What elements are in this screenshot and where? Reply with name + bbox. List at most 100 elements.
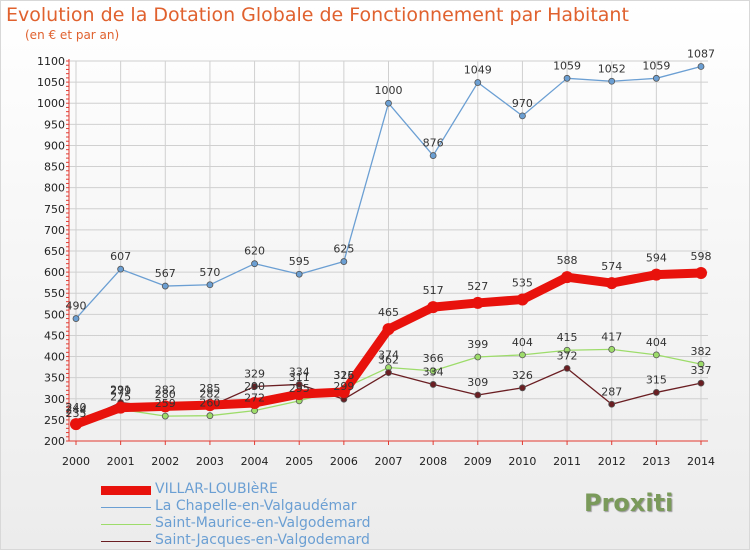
x-tick-label: 2011: [553, 455, 581, 468]
data-label: 374: [378, 349, 399, 362]
data-point: [114, 401, 127, 414]
y-tick-label: 450: [44, 329, 65, 342]
data-label: 574: [601, 260, 622, 273]
x-tick-label: 2003: [196, 455, 224, 468]
data-point: [652, 74, 660, 82]
data-label: 1059: [553, 59, 581, 72]
data-point: [608, 400, 616, 408]
legend-label: Saint-Jacques-en-Valgodemard: [155, 532, 370, 548]
data-point: [206, 412, 214, 420]
data-label: 295: [289, 382, 310, 395]
data-point: [161, 282, 169, 290]
data-point: [159, 400, 172, 413]
data-label: 1087: [687, 47, 715, 60]
data-label: 279: [110, 385, 131, 398]
chart-subtitle: (en € et par an): [25, 28, 120, 42]
data-point: [295, 381, 303, 388]
x-tick-label: 2005: [285, 455, 313, 468]
x-tick-label: 2014: [687, 455, 715, 468]
data-label: 337: [691, 364, 712, 377]
data-point: [608, 77, 616, 85]
proxiti-logo: Proxiti: [584, 489, 674, 517]
legend-swatch: [101, 524, 151, 525]
data-label: 567: [155, 267, 176, 280]
data-label: 625: [333, 243, 354, 256]
x-tick-label: 2000: [62, 455, 90, 468]
x-tick-label: 2013: [642, 455, 670, 468]
data-label: 415: [557, 331, 578, 344]
data-label: 329: [244, 368, 265, 381]
data-label: 299: [333, 380, 354, 393]
data-point: [474, 391, 482, 399]
data-point: [697, 63, 705, 70]
data-point: [337, 386, 350, 399]
data-point: [72, 315, 80, 322]
data-point: [117, 265, 125, 273]
data-point: [340, 258, 348, 265]
data-label: 404: [512, 336, 533, 349]
y-tick-label: 800: [44, 182, 65, 195]
y-tick-label: 200: [44, 435, 65, 448]
data-point: [429, 152, 437, 159]
data-label: 1052: [598, 62, 626, 75]
data-point: [427, 301, 440, 314]
x-tick-label: 2009: [464, 455, 492, 468]
data-label: 316: [333, 369, 354, 382]
data-label: 260: [199, 397, 220, 410]
legend-label: Saint-Maurice-en-Valgodemard: [155, 515, 371, 531]
data-label: 527: [467, 280, 488, 293]
data-label: 1059: [642, 59, 670, 72]
data-label: 595: [289, 255, 310, 268]
data-point: [251, 383, 258, 390]
data-label: 272: [244, 392, 265, 405]
legend-swatch: [101, 486, 151, 495]
data-label: 404: [646, 336, 667, 349]
data-point: [385, 99, 392, 107]
data-point: [382, 323, 395, 336]
data-label: 309: [467, 376, 488, 389]
data-point: [248, 397, 261, 409]
data-point: [474, 353, 482, 361]
legend-label: VILLAR-LOUBIèRE: [155, 481, 278, 497]
y-tick-label: 900: [44, 139, 65, 152]
data-point: [652, 351, 660, 359]
data-label: 382: [691, 345, 712, 358]
data-label: 399: [467, 338, 488, 351]
data-point: [605, 277, 618, 290]
data-label: 598: [691, 250, 712, 263]
y-tick-label: 850: [44, 161, 65, 174]
chart-title: Evolution de la Dotation Globale de Fonc…: [6, 4, 629, 26]
data-label: 1000: [375, 84, 403, 97]
y-tick-label: 950: [44, 118, 65, 131]
data-point: [697, 379, 705, 387]
x-tick-label: 2008: [419, 455, 447, 468]
legend-swatch: [101, 507, 151, 508]
data-label: 287: [601, 385, 622, 398]
x-tick-label: 2007: [375, 455, 403, 468]
series-layer: [70, 63, 707, 431]
legend-label: La Chapelle-en-Valgaudémar: [155, 498, 357, 514]
data-label: 372: [557, 349, 578, 362]
data-point: [563, 74, 571, 82]
data-point: [474, 79, 482, 86]
data-label: 417: [601, 330, 622, 343]
data-point: [295, 270, 303, 278]
y-tick-label: 1100: [37, 55, 65, 68]
x-tick-label: 2010: [508, 455, 536, 468]
data-label: 465: [378, 306, 399, 319]
x-tick-label: 2004: [241, 455, 269, 468]
data-label: 290: [244, 380, 265, 393]
data-label: 570: [199, 266, 220, 279]
data-point: [70, 418, 82, 431]
data-label: 244: [66, 403, 87, 416]
axis-layer: 200 250 300 350 400 450 500 550 600 650 700 750 800 8…: [37, 55, 715, 468]
data-point: [695, 266, 707, 279]
legend-swatch: [101, 541, 151, 542]
x-tick-label: 2001: [107, 455, 135, 468]
data-label: 280: [155, 388, 176, 401]
data-point: [563, 346, 571, 354]
data-label: 285: [199, 382, 220, 395]
y-tick-label: 350: [44, 372, 65, 385]
data-label: 240: [66, 401, 87, 414]
